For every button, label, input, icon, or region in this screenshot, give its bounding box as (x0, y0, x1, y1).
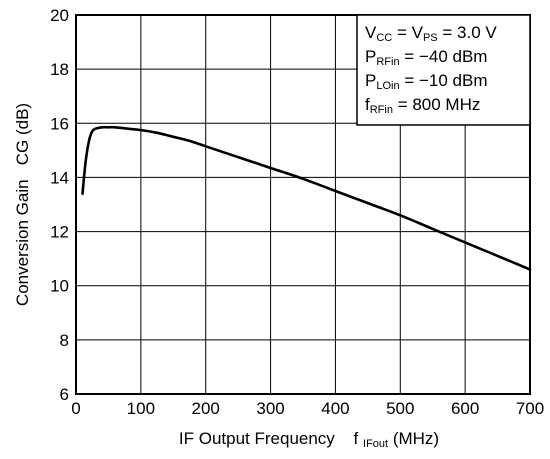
y-tick-label: 20 (50, 6, 69, 25)
legend-value: = 3.0 V (438, 23, 498, 42)
y-tick-label: 8 (60, 331, 69, 350)
y-tick-label: 14 (50, 168, 69, 187)
x-tick-label: 200 (192, 399, 220, 418)
legend-line-0: VCC = VPS = 3.0 V (365, 23, 497, 44)
y-tick-label: 6 (60, 385, 69, 404)
legend-line-1: PRFin = −40 dBm (365, 47, 487, 68)
x-axis-title-symbol-sub: IFout (363, 438, 388, 450)
legend-line-3: fRFin = 800 MHz (365, 95, 480, 116)
tick-label-layer: 0 100 200 300 400 500 600 700 6 8 10 12 14 16 18 20 (50, 6, 544, 418)
legend-box (356, 14, 531, 126)
legend-symbol-sub: LOin (376, 80, 399, 92)
legend-value: = V (392, 23, 423, 42)
legend-symbol: P (365, 47, 376, 66)
legend-symbol: V (365, 23, 377, 42)
x-tick-label: 400 (321, 399, 349, 418)
y-axis-title: Conversion Gain CG (dB) (13, 103, 32, 306)
x-tick-label: 300 (256, 399, 284, 418)
x-axis-title-main: IF Output Frequency (179, 429, 335, 448)
legend-symbol-sub: RFin (376, 56, 399, 68)
legend-symbol: P (365, 71, 376, 90)
legend-symbol-sub: RFin (370, 104, 393, 116)
x-tick-label: 700 (516, 399, 544, 418)
x-axis-title: IF Output Frequency f IFout (MHz) (179, 429, 439, 451)
plot-frame (75, 14, 531, 395)
y-tick-label: 18 (50, 60, 69, 79)
x-tick-label: 600 (451, 399, 479, 418)
y-tick-label: 16 (50, 114, 69, 133)
legend-symbol-sub: PS (423, 32, 438, 44)
legend-symbol-sub: CC (376, 32, 392, 44)
legend-symbol: f (365, 95, 370, 114)
x-tick-label: 0 (71, 399, 80, 418)
x-axis-title-unit: (MHz) (393, 429, 439, 448)
x-axis-title-symbol: f (354, 429, 359, 448)
y-tick-label: 10 (50, 277, 69, 296)
x-tick-label: 500 (386, 399, 414, 418)
series-line-0 (81, 125, 532, 271)
series-layer (81, 125, 532, 271)
legend-value: = 800 MHz (393, 95, 480, 114)
y-tick-label: 12 (50, 223, 69, 242)
legend-value: = −10 dBm (400, 71, 488, 90)
legend-line-2: PLOin = −10 dBm (365, 71, 487, 92)
legend-value: = −40 dBm (400, 47, 488, 66)
x-tick-label: 100 (127, 399, 155, 418)
